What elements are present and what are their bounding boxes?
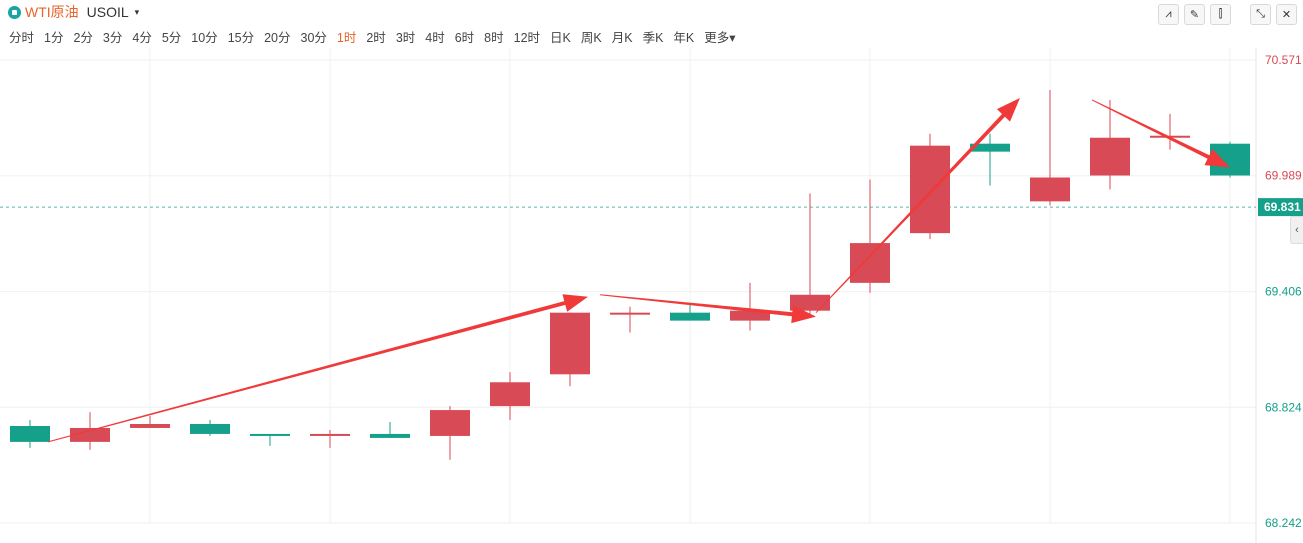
collapse-icon[interactable]: ⤡	[1250, 4, 1271, 25]
candle-body	[850, 243, 890, 283]
candle-body	[190, 423, 230, 434]
symbol-code: USOIL	[86, 4, 129, 20]
trend-arrow	[1091, 99, 1230, 168]
candle-body	[910, 145, 950, 234]
period-tab[interactable]: 分时	[9, 31, 35, 45]
y-tick-label: 70.571	[1265, 53, 1302, 67]
candle-body	[490, 382, 530, 407]
chevron-left-icon[interactable]: ‹	[1290, 216, 1303, 244]
symbol-name: WTI原油	[25, 4, 79, 20]
candle-body	[670, 312, 710, 321]
period-tab[interactable]: 3分	[102, 31, 123, 45]
candle-body	[610, 312, 650, 315]
candle-body	[1090, 137, 1130, 176]
period-tab[interactable]: 8时	[484, 31, 504, 45]
period-tab[interactable]: 15分	[227, 31, 255, 45]
chevron-down-icon: ▾	[134, 6, 140, 17]
line-chart-icon[interactable]: ⩘	[1158, 4, 1179, 25]
period-tab[interactable]: 30分	[300, 31, 327, 45]
period-tab[interactable]: 12时	[513, 31, 541, 45]
period-tab[interactable]: 2分	[73, 31, 93, 45]
period-tab[interactable]: 5分	[161, 31, 182, 45]
price-chart[interactable]: 70.571 69.989 69.406 68.824 68.242 69.831	[0, 48, 1303, 543]
instrument-icon	[8, 5, 21, 19]
current-price-label: 69.831	[1264, 200, 1301, 214]
trend-arrow	[599, 294, 816, 324]
period-tab[interactable]: 10分	[191, 31, 218, 45]
candle-body	[730, 310, 770, 321]
period-tab[interactable]: 月K	[611, 31, 633, 45]
period-tab[interactable]: 日K	[550, 31, 571, 45]
period-tab[interactable]: 3时	[395, 31, 416, 45]
candle-body	[130, 423, 170, 428]
current-price-badge	[1258, 198, 1303, 217]
y-tick-label: 69.406	[1265, 285, 1302, 299]
y-tick-label: 69.989	[1265, 169, 1302, 183]
period-tab[interactable]: 年K	[673, 31, 695, 45]
candle-body	[550, 312, 590, 375]
candle-body	[430, 410, 470, 436]
period-tabs: 分时 1分 2分 3分 4分 5分 10分 15分 20分 30分 1时 2时 3时 4时 6时 8时 12时日…	[9, 27, 746, 46]
candle-body	[310, 433, 350, 436]
draw-pencil-icon[interactable]: ✎	[1184, 4, 1205, 25]
period-tab[interactable]: 20分	[264, 31, 291, 45]
period-tab[interactable]: 2时	[366, 31, 386, 45]
candle-body	[70, 427, 110, 442]
candle-body	[790, 294, 830, 311]
chart-toolbar: WTI原油 USOIL ▾ 分时 1分 2分 3分 4分 5分 10分 15分 20分 30分 1时…	[0, 0, 1303, 48]
candlestick-icon[interactable]: ⫿	[1210, 4, 1231, 25]
close-icon[interactable]: ✕	[1276, 4, 1297, 25]
candle-body	[970, 143, 1010, 152]
period-tab[interactable]: 6时	[454, 31, 475, 45]
y-tick-label: 68.824	[1265, 400, 1302, 414]
period-tab[interactable]: 周K	[580, 31, 602, 45]
period-tab[interactable]: 1分	[44, 31, 64, 45]
candle-body	[370, 433, 410, 438]
candle-body	[250, 433, 290, 436]
period-tab[interactable]: 季K	[642, 31, 664, 45]
period-tab[interactable]: 4分	[132, 31, 152, 45]
candle-body	[10, 425, 50, 442]
symbol-selector[interactable]: WTI原油 USOIL ▾	[8, 3, 139, 21]
period-tab[interactable]: 更多▾	[704, 31, 736, 45]
trend-arrow	[47, 294, 588, 443]
trend-arrow	[815, 97, 1020, 314]
period-tab[interactable]: 4时	[425, 31, 445, 45]
candle-body	[1030, 177, 1070, 202]
chart-tools: ⩘ ✎ ⫿ ⤡ ✕	[1158, 4, 1297, 25]
period-tab[interactable]: 1时	[336, 31, 357, 45]
y-tick-label: 68.242	[1265, 516, 1302, 530]
